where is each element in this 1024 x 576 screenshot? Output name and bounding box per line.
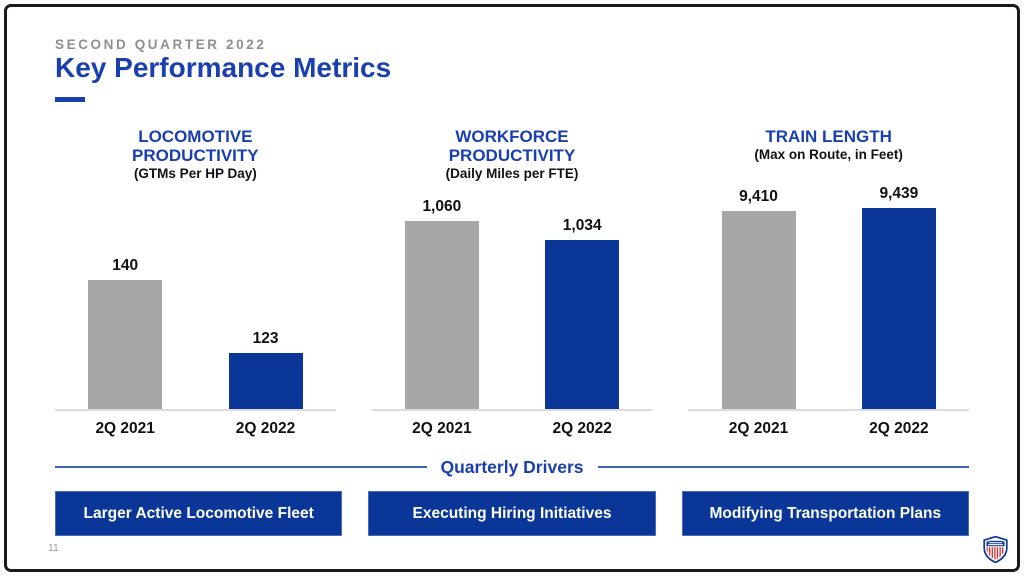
bar-2q-2021 (88, 280, 163, 409)
bar-2q-2021 (721, 211, 796, 409)
bar-column: 140 (55, 257, 195, 409)
x-axis-labels: 2Q 2021 2Q 2022 (55, 411, 336, 438)
x-axis-labels: 2Q 2021 2Q 2022 (688, 411, 969, 438)
chart-locomotive-productivity: LOCOMOTIVE PRODUCTIVITY (GTMs Per HP Day… (55, 127, 336, 438)
chart-title-block: TRAIN LENGTH (Max on Route, in Feet) (688, 127, 969, 195)
bar-value-label: 9,410 (739, 188, 778, 205)
divider-line-left (55, 466, 427, 468)
bar-column: 9,410 (688, 188, 828, 409)
charts-row: LOCOMOTIVE PRODUCTIVITY (GTMs Per HP Day… (55, 127, 970, 438)
bar-value-label: 9,439 (879, 185, 919, 202)
union-pacific-shield-logo (983, 535, 1008, 564)
chart-title-block: WORKFORCE PRODUCTIVITY (Daily Miles per … (372, 127, 653, 195)
driver-banner-locomotive-fleet: Larger Active Locomotive Fleet (55, 491, 343, 536)
chart-subtitle: (GTMs Per HP Day) (133, 166, 257, 182)
bar-2q-2022 (861, 208, 936, 409)
driver-banner-transportation-plans: Modifying Transportation Plans (681, 491, 969, 536)
quarterly-drivers-divider: Quarterly Drivers (55, 456, 969, 478)
bar-column: 1,060 (372, 194, 512, 409)
chart-title: LOCOMOTIVE PRODUCTIVITY (132, 127, 259, 166)
chart-title: WORKFORCE PRODUCTIVITY (448, 127, 576, 166)
slide-eyebrow: SECOND QUARTER 2022 (55, 37, 267, 52)
bar-value-label: 1,034 (562, 217, 602, 234)
chart-train-length: TRAIN LENGTH (Max on Route, in Feet) 9,4… (688, 127, 970, 438)
chart-subtitle: (Max on Route, in Feet) (754, 147, 903, 163)
quarterly-drivers-heading: Quarterly Drivers (440, 456, 584, 477)
bar-column: 9,439 (829, 185, 969, 409)
plot-area: 1,060 1,034 (371, 194, 653, 411)
chart-workforce-productivity: WORKFORCE PRODUCTIVITY (Daily Miles per … (371, 127, 653, 438)
bar-value-label: 140 (112, 257, 139, 274)
slide-frame: SECOND QUARTER 2022 Key Performance Metr… (4, 4, 1020, 572)
x-axis-label: 2Q 2021 (412, 420, 472, 437)
chart-subtitle: (Daily Miles per FTE) (445, 166, 579, 182)
plot-area: 140 123 (55, 195, 336, 411)
bar-2q-2021 (404, 221, 479, 409)
x-axis-label: 2Q 2022 (869, 420, 929, 437)
x-axis-label: 2Q 2021 (95, 420, 155, 437)
chart-title: TRAIN LENGTH (765, 127, 892, 146)
divider-line-right (597, 466, 969, 468)
page-title: Key Performance Metrics (55, 52, 392, 83)
plot-area: 9,410 9,439 (688, 185, 970, 411)
bar-plot: 140 123 (55, 257, 336, 411)
bar-column: 123 (195, 261, 335, 409)
driver-banners-row: Larger Active Locomotive Fleet Executing… (55, 491, 969, 536)
x-axis-labels: 2Q 2021 2Q 2022 (372, 411, 653, 438)
bar-plot: 9,410 9,439 (688, 185, 970, 411)
bar-value-label: 1,060 (422, 198, 462, 215)
x-axis-label: 2Q 2021 (728, 420, 789, 437)
chart-title-block: LOCOMOTIVE PRODUCTIVITY (GTMs Per HP Day… (55, 127, 336, 195)
title-underline-dash (55, 97, 85, 102)
bar-value-label: 123 (252, 330, 279, 347)
bar-plot: 1,060 1,034 (371, 194, 653, 411)
x-axis-label: 2Q 2022 (552, 420, 612, 437)
page-number: 11 (48, 542, 59, 554)
bar-2q-2022 (545, 240, 620, 409)
bar-2q-2022 (228, 353, 303, 409)
bar-column: 1,034 (512, 194, 652, 409)
driver-banner-hiring-initiatives: Executing Hiring Initiatives (368, 491, 656, 536)
x-axis-label: 2Q 2022 (235, 420, 296, 437)
